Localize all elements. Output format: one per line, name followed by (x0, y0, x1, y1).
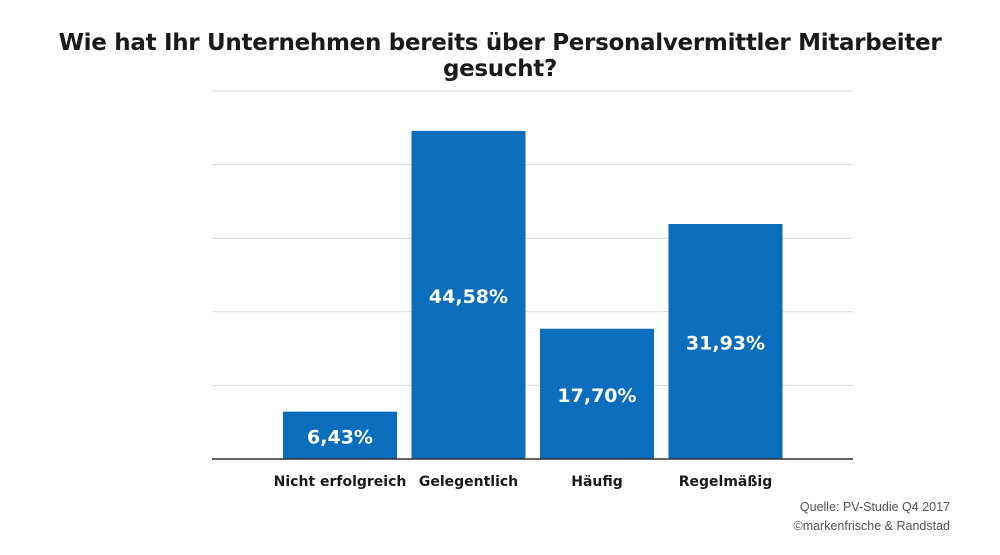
x-tick-label: Gelegentlich (419, 474, 518, 490)
bar-value-label: 44,58% (429, 286, 508, 308)
bar-value-label: 31,93% (686, 332, 765, 354)
bar-value-label: 17,70% (557, 385, 636, 407)
x-tick-label: Nicht erfolgreich (274, 474, 407, 490)
chart-title: Wie hat Ihr Unternehmen bereits über Per… (58, 30, 942, 82)
bar (411, 130, 526, 459)
source-line: Quelle: PV-Studie Q4 2017 (799, 500, 950, 514)
x-tick-label: Häufig (571, 474, 623, 490)
x-tick-labels: Nicht erfolgreich Gelegentlich Häufig Regel… (274, 474, 773, 490)
x-tick-label: Regelmäßig (679, 474, 773, 490)
copyright-line: ©markenfrische & Randstad (793, 519, 950, 533)
bars: 6,43% 44,58% 17,70% 31,93% (283, 130, 783, 459)
bar (283, 411, 397, 459)
bar (540, 328, 654, 459)
bar (668, 223, 783, 459)
bar-value-label: 6,43% (307, 426, 373, 448)
